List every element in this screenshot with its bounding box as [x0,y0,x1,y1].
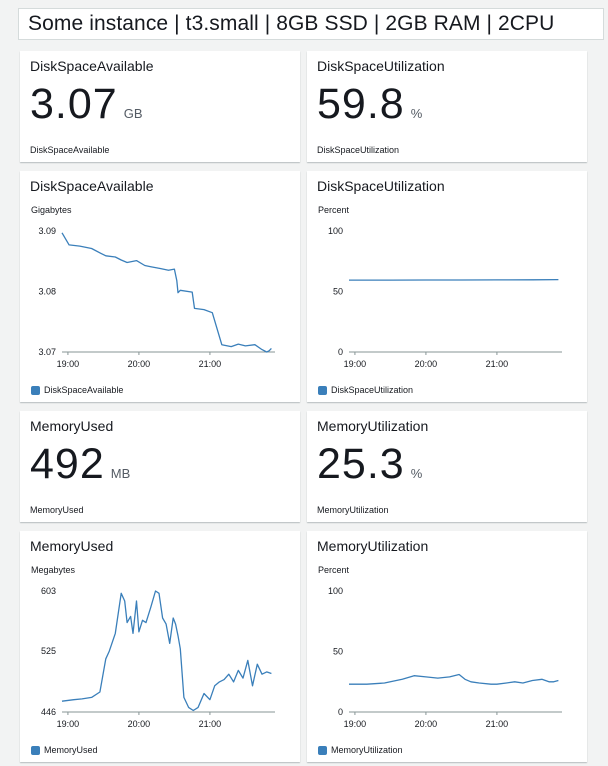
x-tick-label: 21:00 [486,359,509,369]
x-tick-label: 19:00 [57,719,80,729]
x-tick-label: 21:00 [486,719,509,729]
dashboard-title: Some instance | t3.small | 8GB SSD | 2GB… [18,8,604,40]
memory-util-number-widget[interactable]: MemoryUtilization 25.3% MemoryUtilizatio… [307,411,587,522]
disk-available-number-widget[interactable]: DiskSpaceAvailable 3.07 GB DiskSpaceAvail… [20,51,300,162]
big-number: 59.8% [317,80,422,129]
legend-label: DiskSpaceAvailable [44,385,124,395]
y-tick-label: 50 [333,287,343,297]
x-tick-label: 20:00 [128,719,151,729]
legend-label: DiskSpaceUtilization [331,385,414,395]
memory-used-number-widget[interactable]: MemoryUsed 492 MB MemoryUsed [20,411,300,522]
x-tick-label: 21:00 [199,719,222,729]
metric-label: DiskSpaceAvailable [30,145,110,155]
y-tick-label: 0 [338,707,343,717]
series-line [61,232,272,353]
y-axis-label: Megabytes [31,565,76,575]
big-number-unit: MB [110,466,131,481]
big-number: 492 MB [30,440,130,489]
y-tick-label: 603 [41,586,56,596]
series-line [349,673,559,685]
legend-swatch-icon [318,385,327,395]
big-number-value: 59.8 [317,80,405,128]
y-tick-label: 100 [328,586,343,596]
series-line [61,590,272,712]
legend-label: MemoryUsed [44,745,98,755]
chart-legend[interactable]: MemoryUsed [31,745,98,755]
y-tick-label: 0 [338,347,343,357]
y-tick-label: 3.08 [38,287,56,297]
widget-title: MemoryUsed [30,418,114,434]
legend-swatch-icon [318,745,327,755]
y-tick-label: 446 [41,707,56,717]
y-tick-label: 50 [333,647,343,657]
metric-label: DiskSpaceUtilization [317,145,400,155]
y-tick-label: 3.09 [38,226,56,236]
line-chart: 100 50 019:00 20:00 21:00 [328,586,562,729]
chart-legend[interactable]: DiskSpaceUtilization [318,385,413,395]
legend-swatch-icon [31,385,40,395]
series-line [349,278,559,281]
widget-title: DiskSpaceUtilization [317,58,445,74]
y-axis-label: Percent [318,565,350,575]
big-number-unit: % [410,106,423,121]
widget-title: DiskSpaceAvailable [30,58,154,74]
y-axis-label: Percent [318,205,350,215]
big-number: 3.07 GB [30,80,143,129]
x-tick-label: 20:00 [415,719,438,729]
x-tick-label: 19:00 [57,359,80,369]
metric-label: MemoryUtilization [317,505,389,515]
disk-util-number-widget[interactable]: DiskSpaceUtilization 59.8% DiskSpaceUtil… [307,51,587,162]
legend-swatch-icon [31,745,40,755]
memory-used-chart-widget[interactable]: MemoryUsed Megabytes 603 525 446 19:00 20:00… [20,531,300,762]
y-axis-label: Gigabytes [31,205,72,215]
legend-label: MemoryUtilization [331,745,403,755]
big-number: 25.3% [317,440,422,489]
line-chart: 100 50 019:00 20:00 21:00 [328,226,562,369]
big-number-unit: % [410,466,423,481]
widget-title: MemoryUsed [30,538,114,554]
chart-legend[interactable]: MemoryUtilization [318,745,403,755]
memory-util-chart-widget[interactable]: MemoryUtilization Percent 100 50 0 19:00 20:… [307,531,587,762]
disk-available-chart-widget[interactable]: DiskSpaceAvailable Gigabytes 3.09 3.08 3.0… [20,171,300,402]
metric-label: MemoryUsed [30,505,84,515]
disk-util-chart-widget[interactable]: DiskSpaceUtilization Percent 100 50 0 19:00… [307,171,587,402]
big-number-value: 492 [30,440,105,488]
widget-title: MemoryUtilization [317,418,429,434]
widget-title: DiskSpaceAvailable [30,178,154,194]
x-tick-label: 20:00 [128,359,151,369]
chart-legend[interactable]: DiskSpaceAvailable [31,385,123,395]
widget-title: DiskSpaceUtilization [317,178,445,194]
big-number-value: 3.07 [30,80,118,128]
big-number-value: 25.3 [317,440,405,488]
widget-title: MemoryUtilization [317,538,429,554]
x-tick-label: 19:00 [344,359,367,369]
x-tick-label: 19:00 [344,719,367,729]
x-tick-label: 20:00 [415,359,438,369]
y-tick-label: 3.07 [38,347,56,357]
x-tick-label: 21:00 [199,359,222,369]
y-tick-label: 525 [41,646,56,656]
y-tick-label: 100 [328,226,343,236]
big-number-unit: GB [123,106,143,121]
